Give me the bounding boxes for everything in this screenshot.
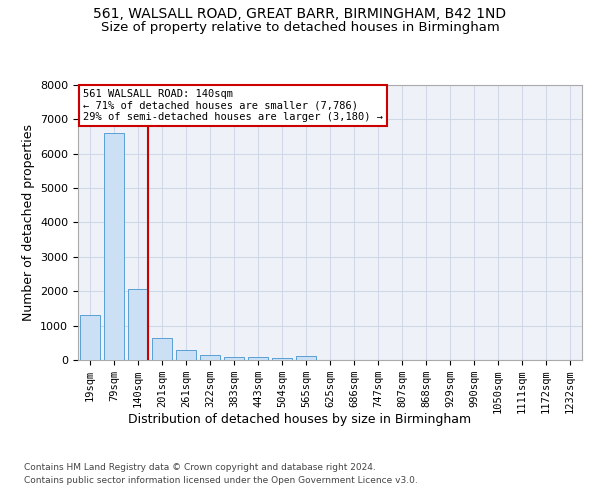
Text: Size of property relative to detached houses in Birmingham: Size of property relative to detached ho…	[101, 21, 499, 34]
Text: Contains HM Land Registry data © Crown copyright and database right 2024.: Contains HM Land Registry data © Crown c…	[24, 462, 376, 471]
Bar	[80, 316, 100, 360]
Bar	[248, 358, 268, 360]
Y-axis label: Number of detached properties: Number of detached properties	[22, 124, 35, 321]
Text: Contains public sector information licensed under the Open Government Licence v3: Contains public sector information licen…	[24, 476, 418, 485]
Text: 561, WALSALL ROAD, GREAT BARR, BIRMINGHAM, B42 1ND: 561, WALSALL ROAD, GREAT BARR, BIRMINGHA…	[94, 8, 506, 22]
Bar	[152, 338, 172, 360]
Bar	[224, 357, 244, 360]
Bar	[176, 350, 196, 360]
Bar	[128, 288, 148, 360]
Bar	[296, 356, 316, 360]
Bar	[104, 133, 124, 360]
Bar	[272, 358, 292, 360]
Bar	[200, 355, 220, 360]
Text: Distribution of detached houses by size in Birmingham: Distribution of detached houses by size …	[128, 412, 472, 426]
Text: 561 WALSALL ROAD: 140sqm
← 71% of detached houses are smaller (7,786)
29% of sem: 561 WALSALL ROAD: 140sqm ← 71% of detach…	[83, 89, 383, 122]
